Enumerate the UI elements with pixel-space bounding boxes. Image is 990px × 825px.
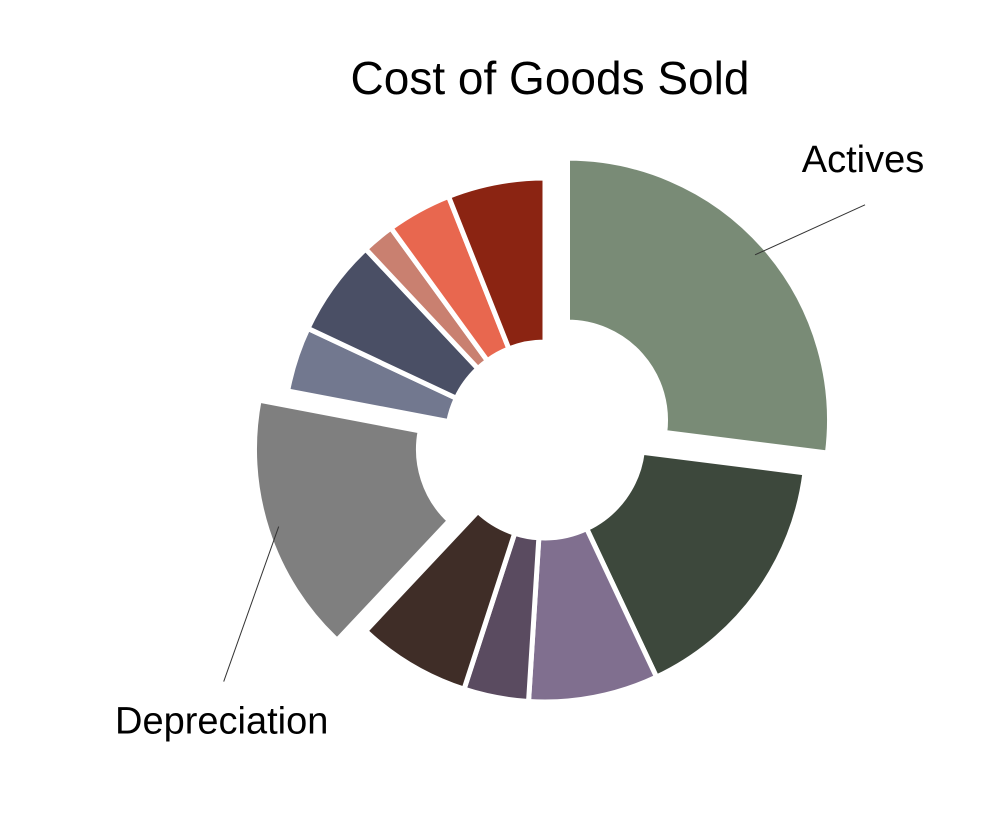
leader-line: [754, 204, 866, 256]
slice-label: Depreciation: [115, 701, 328, 743]
donut-slice: [362, 507, 518, 693]
leader-line: [223, 526, 280, 682]
donut-slice: [251, 397, 453, 644]
slice-label: Actives: [802, 139, 924, 181]
chart-title: Cost of Goods Sold: [351, 52, 750, 104]
donut-slice: [583, 449, 808, 681]
donut-slice: [565, 155, 832, 456]
donut-slice: [445, 175, 548, 353]
